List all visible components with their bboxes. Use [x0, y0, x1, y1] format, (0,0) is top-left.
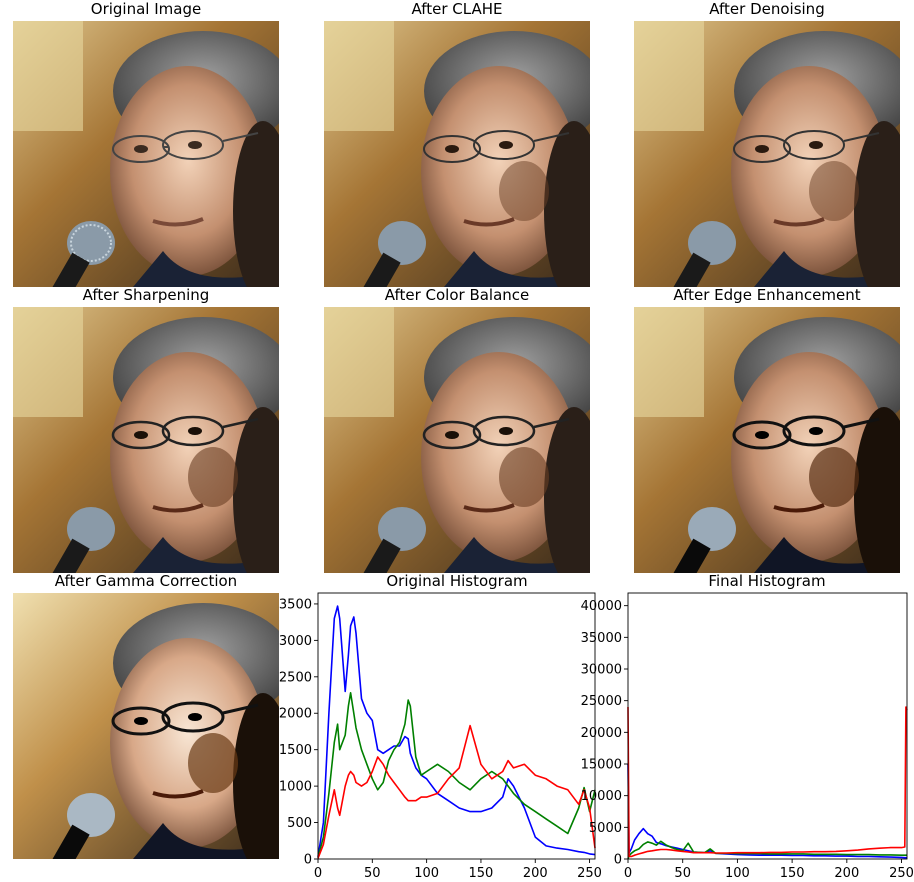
x-tick-label-0-2: 100	[414, 866, 439, 881]
x-tick-label-1-0: 0	[624, 866, 632, 881]
x-tick-label-0-0: 0	[314, 866, 322, 881]
face-photo-denoising	[634, 21, 900, 287]
face-photo-clahe	[324, 21, 590, 287]
face-photo-original	[13, 21, 279, 287]
sharpening-image	[13, 307, 279, 573]
chart-title-original-histogram: Original Histogram	[386, 572, 528, 590]
y-tick-label-0-6: 3000	[279, 634, 312, 649]
face-photo-edge-enhancement	[634, 307, 900, 573]
y-tick-label-0-5: 2500	[279, 670, 312, 685]
y-tick-label-0-1: 500	[287, 816, 312, 831]
x-tick-label-1-3: 150	[780, 866, 805, 881]
x-tick-label-1-1: 50	[674, 866, 691, 881]
y-tick-label-1-3: 15000	[581, 758, 622, 773]
axes-frame-1	[627, 592, 908, 860]
chart-title-final-histogram: Final Histogram	[708, 572, 826, 590]
y-tick-label-0-7: 3500	[279, 597, 312, 612]
x-tick-label-1-2: 100	[725, 866, 750, 881]
panel-title-sharpening: After Sharpening	[82, 286, 210, 304]
y-tick-label-0-3: 1500	[279, 743, 312, 758]
panel-title-denoising: After Denoising	[709, 0, 825, 18]
x-tick-label-1-4: 200	[834, 866, 859, 881]
y-tick-label-0-0: 0	[304, 853, 312, 868]
y-tick-label-1-8: 40000	[581, 599, 622, 614]
y-tick-label-1-5: 25000	[581, 694, 622, 709]
series-line-1-2	[627, 706, 908, 858]
y-tick-label-1-2: 10000	[581, 789, 622, 804]
y-tick-label-0-4: 2000	[279, 707, 312, 722]
gamma-correction-image	[13, 593, 279, 859]
x-tick-label-0-5: 250	[577, 866, 602, 881]
x-tick-label-1-5: 250	[889, 866, 914, 881]
edge-enhancement-image	[634, 307, 900, 573]
series-line-0-2	[317, 724, 596, 859]
y-tick-label-1-0: 0	[614, 853, 622, 868]
axes-frame-0	[317, 592, 596, 860]
clahe-image	[324, 21, 590, 287]
panel-title-edge-enhancement: After Edge Enhancement	[673, 286, 861, 304]
series-line-0-1	[317, 691, 596, 858]
panel-title-clahe: After CLAHE	[411, 0, 503, 18]
face-photo-gamma-correction	[13, 593, 279, 859]
panel-title-gamma-correction: After Gamma Correction	[54, 572, 238, 590]
original-image	[13, 21, 279, 287]
panel-title-color-balance: After Color Balance	[384, 286, 530, 304]
y-tick-label-1-7: 35000	[581, 631, 622, 646]
color-balance-image	[324, 307, 590, 573]
y-tick-label-0-2: 1000	[279, 780, 312, 795]
panel-title-original: Original Image	[90, 0, 202, 18]
face-photo-color-balance	[324, 307, 590, 573]
y-tick-label-1-6: 30000	[581, 663, 622, 678]
denoising-image	[634, 21, 900, 287]
x-tick-label-0-4: 200	[523, 866, 548, 881]
x-tick-label-0-3: 150	[469, 866, 494, 881]
face-photo-sharpening	[13, 307, 279, 573]
x-tick-label-0-1: 50	[364, 866, 381, 881]
y-tick-label-1-1: 5000	[589, 821, 622, 836]
series-line-0-0	[317, 605, 596, 857]
y-tick-label-1-4: 20000	[581, 726, 622, 741]
series-line-1-0	[627, 763, 907, 859]
